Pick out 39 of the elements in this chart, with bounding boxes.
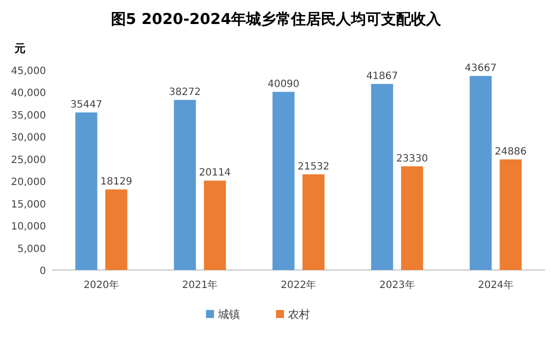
y-axis-title: 元 — [14, 42, 26, 55]
data-label: 21532 — [298, 161, 330, 172]
x-tick-label: 2021年 — [182, 279, 218, 291]
data-label: 38272 — [168, 86, 201, 98]
data-label: 43667 — [464, 62, 497, 74]
y-tick-label: 0 — [40, 266, 46, 277]
y-tick-label: 25,000 — [11, 154, 46, 166]
data-label: 41867 — [366, 70, 398, 82]
y-tick-label: 20,000 — [11, 177, 46, 188]
x-tick-label: 2020年 — [84, 279, 120, 291]
bar — [174, 100, 196, 270]
bar — [500, 159, 522, 270]
data-label: 23330 — [396, 153, 428, 164]
data-label: 40090 — [268, 78, 300, 90]
bar — [302, 174, 324, 270]
bar — [75, 112, 98, 270]
data-label: 35447 — [70, 99, 102, 110]
chart-title: 图5 2020-2024年城乡常住居民人均可支配收入 — [110, 10, 442, 28]
y-tick-label: 40,000 — [11, 88, 46, 100]
legend-label: 城镇 — [217, 308, 240, 321]
bar — [105, 189, 128, 270]
data-label: 24886 — [494, 146, 527, 158]
bar — [470, 76, 492, 270]
y-tick-label: 45,000 — [11, 66, 46, 77]
y-tick-label: 10,000 — [11, 222, 46, 233]
bar — [401, 166, 424, 270]
y-tick-label: 5,000 — [17, 244, 46, 255]
x-tick-label: 2023年 — [379, 279, 415, 291]
legend-label: 农村 — [288, 308, 310, 321]
data-label: 18129 — [100, 176, 132, 188]
y-tick-label: 15,000 — [11, 199, 46, 210]
y-tick-label: 35,000 — [11, 110, 46, 122]
bar — [371, 84, 394, 270]
bar — [204, 180, 226, 270]
y-tick-label: 30,000 — [11, 132, 46, 144]
x-tick-label: 2022年 — [280, 279, 316, 291]
bar — [272, 92, 294, 270]
data-label: 20114 — [198, 168, 231, 179]
x-tick-label: 2024年 — [478, 279, 514, 291]
